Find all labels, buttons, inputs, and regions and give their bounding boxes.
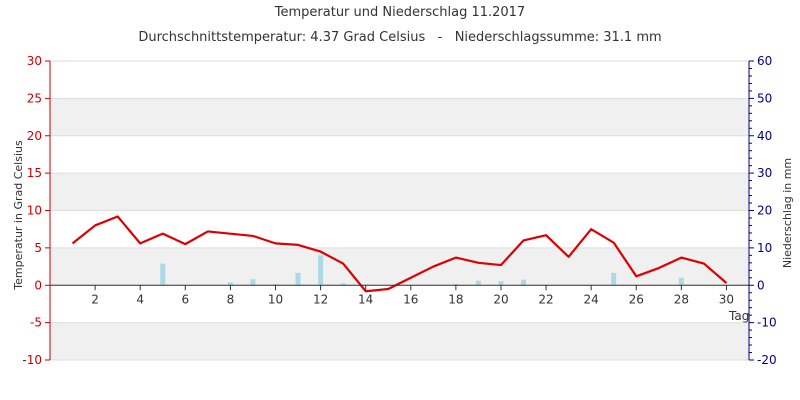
x-tick-label: 30: [719, 292, 734, 306]
precipitation-bar: [295, 272, 301, 286]
right-tick-label: 10: [757, 241, 772, 255]
precipitation-bar: [678, 277, 684, 286]
right-tick-label: 20: [757, 204, 772, 218]
left-tick-label: -5: [30, 316, 42, 330]
x-tick-label: 6: [181, 292, 189, 306]
left-tick-label: 5: [34, 241, 42, 255]
right-tick-label: -20: [757, 353, 777, 367]
left-tick-label: 10: [27, 204, 42, 218]
right-tick-label: 60: [757, 54, 772, 68]
x-tick-label: 18: [448, 292, 463, 306]
x-tick-label: 22: [538, 292, 553, 306]
precipitation-bar: [318, 255, 324, 286]
right-tick-label: -10: [757, 316, 777, 330]
precipitation-bar: [521, 279, 527, 286]
x-tick-label: 10: [268, 292, 283, 306]
precipitation-bar: [272, 284, 278, 286]
background-bands: [50, 98, 749, 360]
y-axis-label-right: Niederschlag in mm: [781, 158, 794, 268]
left-tick-label: 30: [27, 54, 42, 68]
precipitation-bar: [340, 283, 346, 286]
band: [50, 247, 749, 286]
x-tick-label: 8: [227, 292, 235, 306]
left-tick-label: 15: [27, 166, 42, 180]
right-tick-label: 30: [757, 166, 772, 180]
x-tick-label: 28: [674, 292, 689, 306]
right-tick-label: 0: [757, 278, 765, 292]
x-tick-label: 24: [584, 292, 599, 306]
band: [50, 173, 749, 211]
precipitation-bar: [227, 282, 233, 286]
left-tick-label: 20: [27, 129, 42, 143]
x-tick-label: 2: [91, 292, 99, 306]
x-axis-label: Tag: [728, 309, 749, 323]
chart-subtitle: Durchschnittstemperatur: 4.37 Grad Celsi…: [138, 30, 661, 45]
right-tick-label: 40: [757, 129, 772, 143]
x-tick-label: 12: [313, 292, 328, 306]
left-axis-ticks: -10 -5 0 5 10 15 20 25 30: [22, 54, 50, 367]
y-axis-label-left: Temperatur in Grad Celsius: [12, 140, 25, 291]
band: [50, 322, 749, 360]
band: [50, 98, 749, 136]
right-axis-ticks: -20 -10 0 10 20 30 40 50 60: [749, 54, 777, 367]
x-tick-label: 26: [629, 292, 644, 306]
precipitation-bar: [498, 281, 504, 286]
left-tick-label: 25: [27, 91, 42, 105]
precipitation-bar: [160, 263, 166, 286]
x-tick-label: 16: [403, 292, 418, 306]
x-axis-ticks: 2 4 6 8 10 12 14 16 18 20 22 24 26 28 30: [91, 285, 734, 306]
chart-title: Temperatur und Niederschlag 11.2017: [274, 5, 525, 20]
x-tick-label: 14: [358, 292, 373, 306]
x-tick-label: 20: [493, 292, 508, 306]
precipitation-bars: [160, 255, 684, 286]
temperature-line: [71, 215, 728, 293]
x-tick-label: 4: [136, 292, 144, 306]
precipitation-bar: [475, 280, 481, 286]
precipitation-bar: [611, 272, 617, 286]
left-tick-label: -10: [22, 353, 42, 367]
right-tick-label: 50: [757, 91, 772, 105]
precipitation-bar: [250, 279, 256, 286]
precipitation-bar: [453, 284, 459, 286]
left-tick-label: 0: [34, 278, 42, 292]
